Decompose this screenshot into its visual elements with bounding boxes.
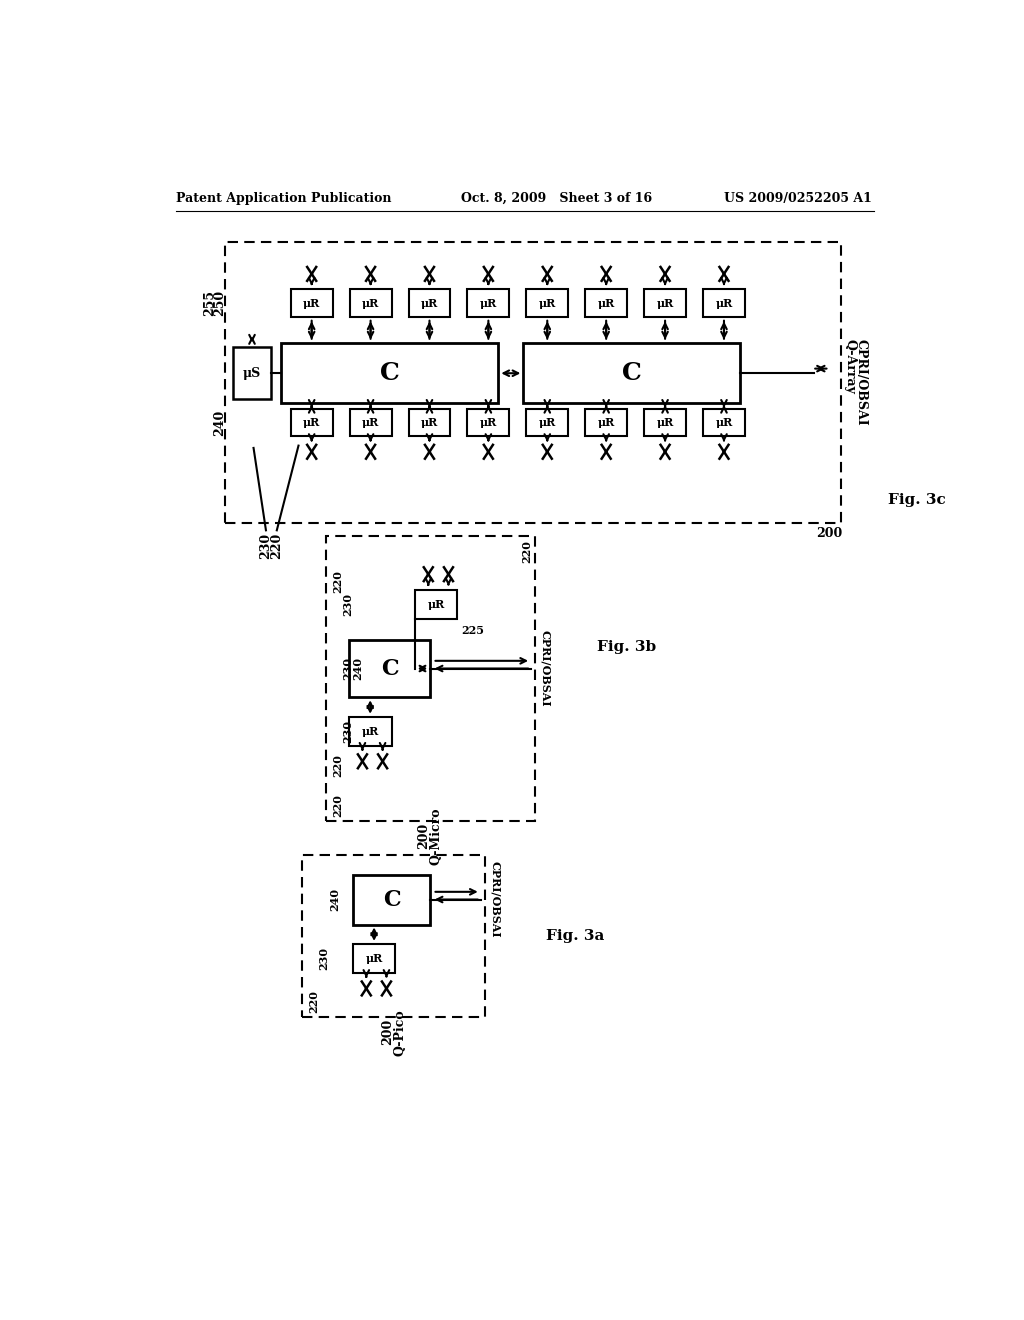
Bar: [291, 289, 333, 317]
Text: μR: μR: [656, 298, 674, 309]
Text: μR: μR: [361, 417, 379, 428]
Bar: [349, 640, 430, 697]
Text: CPRI/OBSAI: CPRI/OBSAI: [855, 339, 867, 425]
Bar: [352, 875, 430, 924]
Text: Q-Array: Q-Array: [844, 339, 857, 395]
Bar: [703, 289, 744, 317]
Text: μR: μR: [539, 417, 556, 428]
Bar: [349, 289, 391, 317]
Bar: [409, 289, 451, 317]
Text: 230: 230: [318, 946, 330, 970]
Text: CPRI/OBSAI: CPRI/OBSAI: [541, 630, 551, 706]
Text: Patent Application Publication: Patent Application Publication: [176, 191, 391, 205]
Text: Q-Micro: Q-Micro: [430, 808, 443, 865]
Bar: [644, 289, 686, 317]
Text: C: C: [380, 362, 400, 385]
Text: C: C: [381, 657, 398, 680]
Bar: [291, 409, 333, 437]
Text: μR: μR: [539, 298, 556, 309]
Text: μR: μR: [480, 298, 497, 309]
Text: μR: μR: [598, 298, 614, 309]
Bar: [644, 409, 686, 437]
Text: μR: μR: [421, 417, 438, 428]
Text: μR: μR: [427, 599, 444, 610]
Text: 255: 255: [203, 290, 216, 317]
Text: μS: μS: [243, 367, 261, 380]
Bar: [415, 590, 458, 619]
Text: μR: μR: [421, 298, 438, 309]
Text: μR: μR: [361, 726, 379, 737]
Bar: [409, 409, 451, 437]
Text: μR: μR: [303, 298, 321, 309]
Text: μR: μR: [656, 417, 674, 428]
Text: 200: 200: [381, 1019, 394, 1045]
Bar: [349, 717, 391, 746]
Text: Fig. 3c: Fig. 3c: [888, 492, 945, 507]
Text: 240: 240: [213, 409, 226, 436]
Text: 225: 225: [461, 624, 484, 636]
Text: 200: 200: [816, 527, 843, 540]
Bar: [467, 289, 509, 317]
Text: 230: 230: [342, 719, 353, 743]
Text: μR: μR: [716, 417, 732, 428]
Bar: [586, 289, 627, 317]
Bar: [526, 289, 568, 317]
Text: 230: 230: [342, 593, 353, 615]
Text: 250: 250: [213, 290, 226, 317]
Text: 240: 240: [352, 657, 364, 680]
Text: 200: 200: [418, 822, 430, 849]
Text: US 2009/0252205 A1: US 2009/0252205 A1: [724, 191, 872, 205]
Bar: [282, 343, 499, 404]
Bar: [302, 855, 484, 1016]
Text: 230: 230: [259, 533, 272, 558]
Text: 220: 220: [308, 990, 319, 1012]
Text: μR: μR: [480, 417, 497, 428]
Text: 230: 230: [342, 657, 353, 680]
Text: 220: 220: [332, 754, 343, 776]
Text: 220: 220: [270, 532, 284, 558]
Text: 220: 220: [521, 540, 532, 562]
Text: 220: 220: [332, 793, 343, 817]
Text: μR: μR: [361, 298, 379, 309]
Bar: [326, 536, 535, 821]
Text: μR: μR: [716, 298, 732, 309]
Bar: [523, 343, 740, 404]
Text: CPRI/OBSAI: CPRI/OBSAI: [489, 861, 501, 937]
Text: Q-Pico: Q-Pico: [393, 1008, 407, 1056]
Bar: [467, 409, 509, 437]
Bar: [586, 409, 627, 437]
Bar: [232, 347, 271, 400]
Text: 240: 240: [330, 888, 340, 911]
Bar: [703, 409, 744, 437]
Text: Fig. 3b: Fig. 3b: [597, 640, 656, 655]
Text: Fig. 3a: Fig. 3a: [547, 929, 605, 942]
Bar: [349, 409, 391, 437]
Text: μR: μR: [366, 953, 383, 964]
Text: C: C: [383, 888, 400, 911]
Text: 220: 220: [332, 570, 343, 593]
Text: μR: μR: [598, 417, 614, 428]
Text: Oct. 8, 2009   Sheet 3 of 16: Oct. 8, 2009 Sheet 3 of 16: [461, 191, 652, 205]
Bar: [352, 944, 395, 973]
Text: μR: μR: [303, 417, 321, 428]
Text: C: C: [622, 362, 642, 385]
Bar: [225, 242, 841, 523]
Bar: [526, 409, 568, 437]
